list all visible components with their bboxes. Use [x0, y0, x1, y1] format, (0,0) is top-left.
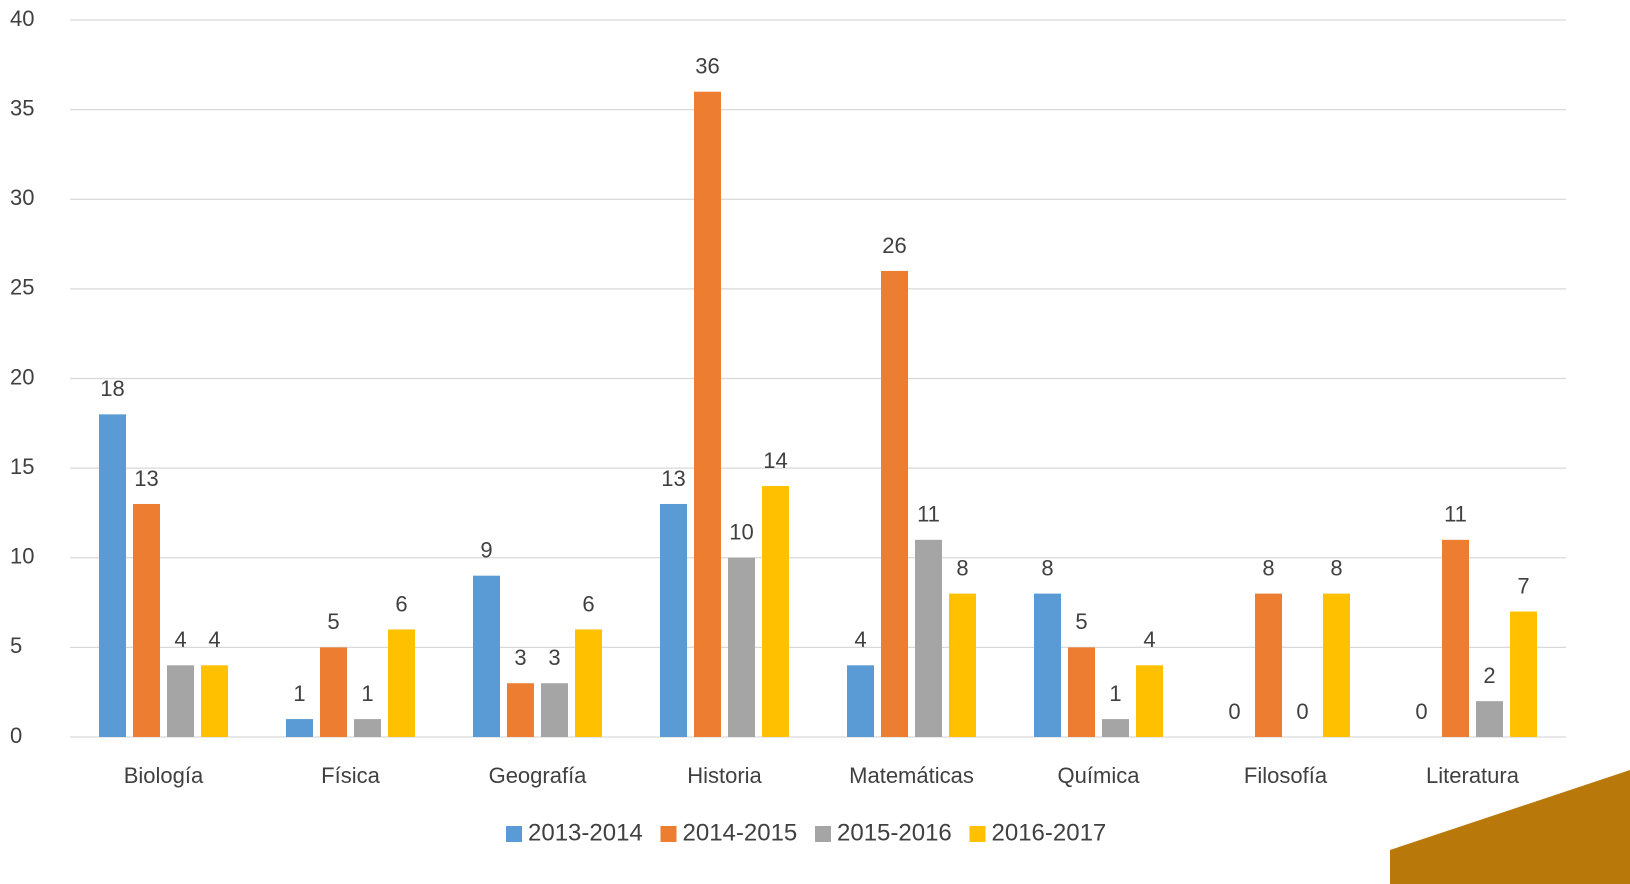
- data-label: 26: [882, 233, 906, 258]
- y-tick-label: 25: [10, 275, 34, 300]
- bar: [949, 593, 976, 737]
- data-label: 4: [208, 627, 220, 652]
- data-label: 13: [134, 466, 158, 491]
- data-label: 18: [100, 376, 124, 401]
- data-label: 8: [1330, 555, 1342, 580]
- bar: [915, 539, 942, 737]
- data-label: 9: [480, 537, 492, 562]
- bar: [133, 503, 160, 737]
- data-label: 5: [327, 609, 339, 634]
- data-label: 11: [917, 502, 940, 527]
- legend-swatch: [815, 826, 831, 842]
- bar: [660, 503, 687, 737]
- data-label: 5: [1075, 609, 1087, 634]
- data-label: 0: [1296, 699, 1308, 724]
- bar: [167, 665, 194, 737]
- x-tick-label: Matemáticas: [849, 763, 974, 788]
- y-tick-label: 5: [10, 633, 22, 658]
- bar: [541, 683, 568, 737]
- bar: [286, 719, 313, 737]
- data-label: 1: [361, 681, 373, 706]
- bar: [388, 629, 415, 737]
- data-label: 7: [1517, 573, 1529, 598]
- data-label: 13: [661, 466, 685, 491]
- data-label: 4: [854, 627, 866, 652]
- data-label: 1: [293, 681, 305, 706]
- x-tick-label: Historia: [687, 763, 762, 788]
- data-label: 6: [395, 591, 407, 616]
- bar: [694, 91, 721, 737]
- data-label: 3: [514, 645, 526, 670]
- data-label: 2: [1483, 663, 1495, 688]
- legend-swatch: [660, 826, 677, 842]
- x-tick-label: Física: [321, 763, 380, 788]
- x-tick-label: Literatura: [1426, 763, 1520, 788]
- x-tick-label: Filosofía: [1244, 763, 1328, 788]
- data-label: 11: [1444, 502, 1467, 527]
- legend-label: 2015-2016: [837, 819, 952, 846]
- bar: [728, 557, 755, 737]
- corner-decoration: [1390, 770, 1630, 884]
- data-label: 3: [548, 645, 560, 670]
- bar: [1255, 593, 1282, 737]
- bar: [201, 665, 228, 737]
- bar: [1323, 593, 1350, 737]
- bar: [575, 629, 602, 737]
- bar: [1136, 665, 1163, 737]
- legend-swatch: [969, 826, 986, 842]
- data-label: 6: [582, 591, 594, 616]
- bar: [881, 270, 908, 737]
- data-label: 1: [1109, 681, 1121, 706]
- x-tick-label: Química: [1058, 763, 1141, 788]
- legend-swatch: [506, 826, 522, 842]
- y-tick-label: 0: [10, 723, 22, 748]
- data-label: 0: [1228, 699, 1240, 724]
- bar: [1476, 701, 1503, 737]
- bar: [320, 647, 347, 737]
- data-label: 4: [174, 627, 186, 652]
- bar: [762, 486, 789, 737]
- bar: [507, 683, 534, 737]
- legend-label: 2016-2017: [992, 819, 1107, 846]
- y-tick-label: 30: [10, 185, 34, 210]
- data-label: 8: [1262, 555, 1274, 580]
- y-tick-label: 35: [10, 95, 34, 120]
- x-tick-label: Biología: [124, 763, 204, 788]
- y-tick-label: 10: [10, 544, 34, 569]
- bar: [1442, 539, 1469, 737]
- data-label: 36: [695, 54, 719, 79]
- bar: [1068, 647, 1095, 737]
- data-label: 8: [956, 555, 968, 580]
- bar: [847, 665, 874, 737]
- x-tick-label: Geografía: [489, 763, 588, 788]
- y-tick-label: 15: [10, 454, 34, 479]
- data-label: 4: [1143, 627, 1155, 652]
- bar: [473, 575, 500, 737]
- data-label: 14: [763, 448, 787, 473]
- data-label: 10: [729, 520, 753, 545]
- data-label: 0: [1415, 699, 1427, 724]
- bar: [354, 719, 381, 737]
- bar: [1034, 593, 1061, 737]
- y-tick-label: 20: [10, 364, 34, 389]
- data-label: 8: [1041, 555, 1053, 580]
- legend-label: 2013-2014: [528, 819, 643, 846]
- bar: [1510, 611, 1537, 737]
- legend-label: 2014-2015: [683, 819, 798, 846]
- bar: [1102, 719, 1129, 737]
- bar: [99, 414, 126, 737]
- y-tick-label: 40: [10, 6, 34, 31]
